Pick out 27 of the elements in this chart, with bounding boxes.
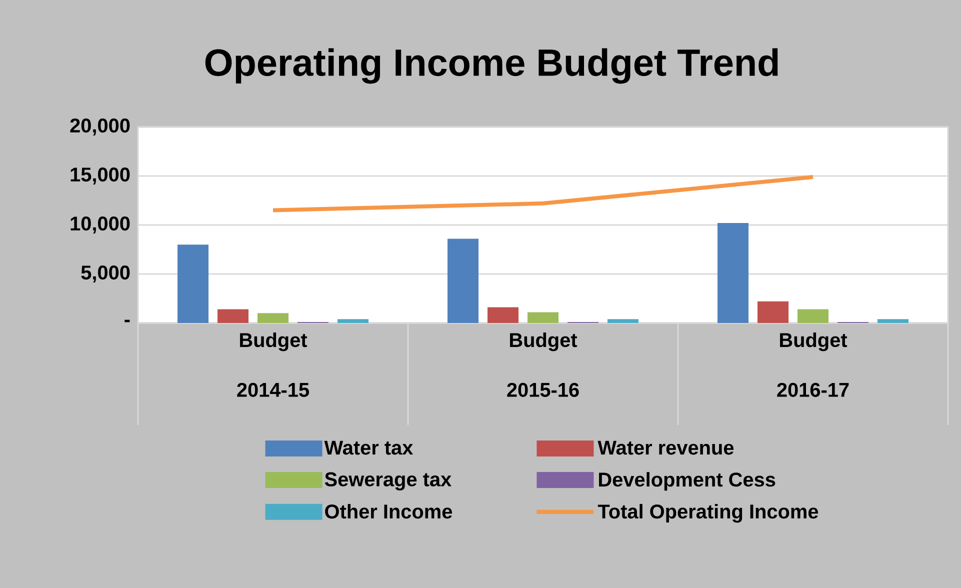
chart-title: Operating Income Budget Trend <box>205 48 778 84</box>
y-tick-label: - <box>124 320 130 322</box>
bar <box>798 309 829 323</box>
y-tick-label: 15,000 <box>70 167 130 184</box>
bar <box>178 244 209 323</box>
legend-label: Other Income <box>325 504 452 519</box>
bar <box>718 223 749 323</box>
y-tick-label: 5,000 <box>81 265 130 282</box>
legend-label: Water revenue <box>598 440 734 455</box>
bar <box>258 313 289 323</box>
y-tick-label: 10,000 <box>70 216 130 234</box>
bar <box>878 319 909 323</box>
category-label: Budget 2014-15 <box>237 332 310 397</box>
category-label: Budget 2015-16 <box>507 332 579 397</box>
bar <box>448 238 479 323</box>
bar <box>218 309 249 323</box>
legend-label: Total Operating Income <box>598 504 818 523</box>
bar <box>338 319 369 323</box>
category-label: Budget 2016-17 <box>777 332 849 397</box>
legend-label: Sewerage tax <box>324 472 452 490</box>
legend-label: Water tax <box>324 440 414 455</box>
legend-label: Development Cess <box>599 472 776 491</box>
bar <box>528 312 559 323</box>
bar <box>608 319 639 323</box>
bar <box>488 307 519 323</box>
y-tick-label: 20,000 <box>70 118 130 136</box>
bar <box>758 301 789 323</box>
